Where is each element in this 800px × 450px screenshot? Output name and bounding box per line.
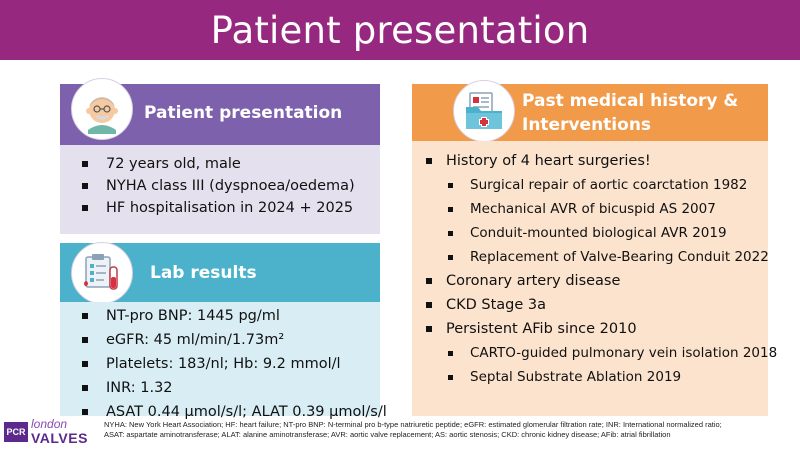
- lab-card-body: NT-pro BNP: 1445 pg/ml eGFR: 45 ml/min/1…: [60, 302, 387, 420]
- list-item: Persistent AFib since 2010: [426, 317, 777, 341]
- lab-card-header: Lab results: [60, 242, 380, 304]
- list-item: NYHA class III (dyspnoea/oedema): [82, 175, 355, 197]
- sub-list-item: CARTO-guided pulmonary vein isolation 20…: [426, 341, 777, 365]
- history-title-line-1: Past medical history &: [522, 91, 739, 111]
- history-card-header: Past medical history & Interventions: [412, 80, 768, 142]
- list-item: 72 years old, male: [82, 153, 355, 175]
- medical-folder-icon: [453, 80, 515, 142]
- patient-card-header: Patient presentation: [60, 78, 380, 145]
- list-item: CKD Stage 3a: [426, 293, 777, 317]
- sub-list-item: Septal Substrate Ablation 2019: [426, 365, 777, 389]
- history-list: History of 4 heart surgeries! Surgical r…: [426, 149, 777, 389]
- footnote-line-1: NYHA: New York Heart Association; HF: he…: [104, 420, 722, 429]
- patient-list: 72 years old, male NYHA class III (dyspn…: [82, 153, 355, 219]
- logo-london: london: [31, 417, 68, 431]
- list-item: INR: 1.32: [82, 376, 387, 400]
- patient-presentation-card: Patient presentation 72 years old, male …: [60, 78, 380, 234]
- elderly-man-icon: [71, 78, 133, 140]
- lab-list: NT-pro BNP: 1445 pg/ml eGFR: 45 ml/min/1…: [82, 304, 387, 424]
- title-bar: Patient presentation: [0, 0, 800, 60]
- slide-title: Patient presentation: [210, 8, 590, 52]
- history-card-title: Past medical history & Interventions: [522, 89, 738, 137]
- history-card-body: History of 4 heart surgeries! Surgical r…: [412, 141, 777, 416]
- list-item: Platelets: 183/nl; Hb: 9.2 mmol/l: [82, 352, 387, 376]
- footnote-line-2: ASAT: aspartate aminotransferase; ALAT: …: [104, 430, 671, 439]
- lab-card-title: Lab results: [150, 263, 257, 283]
- list-item: History of 4 heart surgeries!: [426, 149, 777, 173]
- patient-card-body: 72 years old, male NYHA class III (dyspn…: [60, 145, 380, 234]
- list-item: HF hospitalisation in 2024 + 2025: [82, 197, 355, 219]
- logo-valves: VALVES: [31, 430, 88, 446]
- sub-list-item: Conduit-mounted biological AVR 2019: [426, 221, 777, 245]
- list-item: NT-pro BNP: 1445 pg/ml: [82, 304, 387, 328]
- sub-list-item: Surgical repair of aortic coarctation 19…: [426, 173, 777, 197]
- logo-pcr: PCR: [4, 422, 28, 442]
- sub-list-item: Replacement of Valve-Bearing Conduit 202…: [426, 245, 777, 269]
- pcr-london-valves-logo: PCR london VALVES: [0, 416, 96, 446]
- sub-list-item: Mechanical AVR of bicuspid AS 2007: [426, 197, 777, 221]
- abbreviations-footnote: NYHA: New York Heart Association; HF: he…: [104, 420, 794, 440]
- history-title-line-2: Interventions: [522, 115, 652, 135]
- lab-results-card: Lab results NT-pro BNP: 1445 pg/ml eGFR:…: [60, 242, 387, 420]
- medical-history-card: Past medical history & Interventions His…: [412, 80, 777, 416]
- list-item: eGFR: 45 ml/min/1.73m²: [82, 328, 387, 352]
- list-item: Coronary artery disease: [426, 269, 777, 293]
- lab-checklist-icon: [71, 242, 133, 304]
- list-item: ASAT 0.44 µmol/s/l; ALAT 0.39 µmol/s/l: [82, 400, 387, 424]
- patient-card-title: Patient presentation: [144, 103, 343, 123]
